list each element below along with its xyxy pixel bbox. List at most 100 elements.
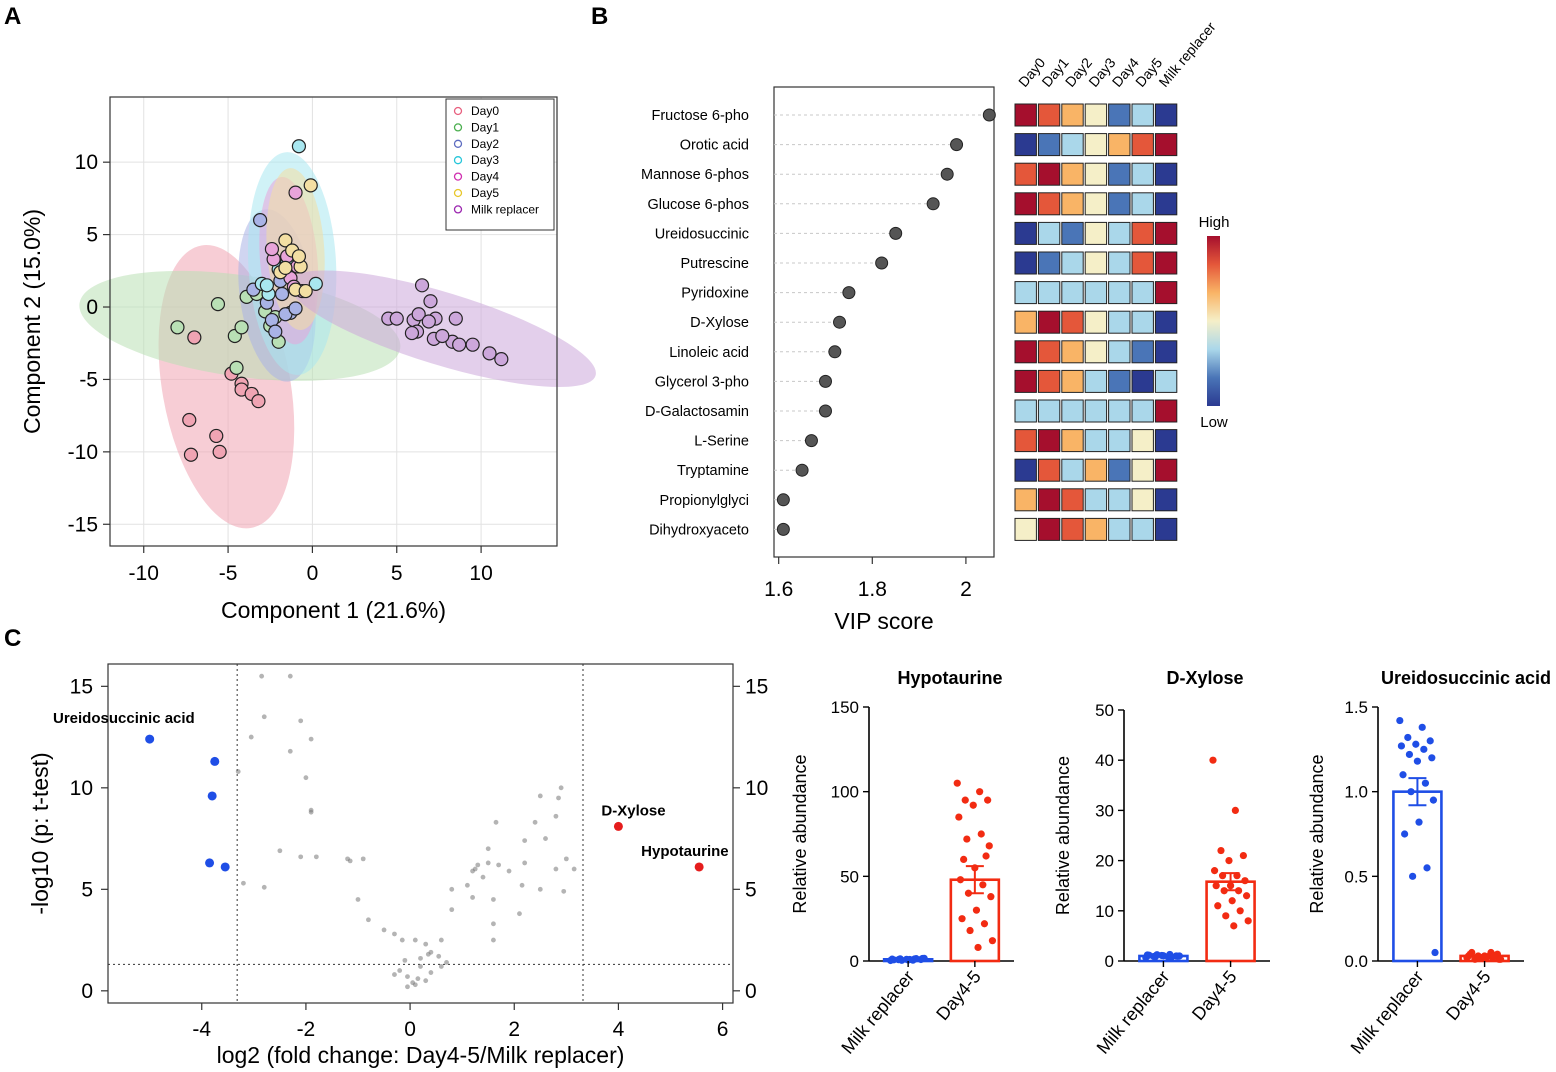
heatmap-cell [1154, 458, 1178, 482]
nonsignificant-point [519, 882, 525, 888]
replicate-point-day4-5 [977, 830, 985, 838]
data-point-day3 [259, 278, 274, 293]
y-tick-label: 5 [86, 224, 98, 247]
heatmap-cell [1061, 340, 1084, 364]
heatmap-cell [1014, 281, 1037, 305]
heatmap-cell [1154, 399, 1178, 423]
replicate-point-day4-5 [1212, 882, 1220, 890]
replicate-point-day4-5 [974, 943, 982, 952]
data-point-day3 [308, 276, 323, 291]
heatmap-cell [1084, 310, 1108, 334]
replicate-point-day4-5 [963, 835, 971, 843]
nonsignificant-point [449, 886, 455, 892]
vip-dot [776, 493, 790, 507]
data-point-day1 [234, 320, 249, 335]
colorbar-low-label: Low [1200, 414, 1228, 431]
heatmap-cell [1037, 340, 1061, 364]
nonsignificant-point [491, 897, 496, 902]
nonsignificant-point [472, 866, 478, 872]
heatmap-cell [1154, 517, 1178, 541]
panel-letter-a: A [4, 3, 21, 30]
data-point-day0 [209, 428, 224, 444]
replicate-point-day4-5 [1220, 887, 1228, 895]
x-tick-label-milk-replacer: Milk replacer [1093, 967, 1174, 1058]
x-tick-label: -5 [219, 562, 238, 585]
nonsignificant-point [522, 860, 528, 866]
nonsignificant-point [464, 882, 470, 888]
heatmap-cell [1014, 221, 1037, 245]
heatmap-cell [1154, 340, 1178, 364]
legend-marker-day5 [453, 188, 463, 198]
heatmap-cell [1131, 310, 1154, 334]
nonsignificant-point [444, 960, 449, 965]
nonsignificant-point [485, 860, 491, 866]
data-point-milk-replacer [452, 337, 467, 352]
vip-dot [804, 434, 818, 448]
data-point-day0 [187, 330, 202, 345]
heatmap-cell [1084, 221, 1108, 245]
nonsignificant-point [261, 884, 267, 890]
heatmap-cell [1084, 369, 1108, 393]
replicate-point-day4-5 [972, 906, 981, 914]
replicate-point-day4-5 [1490, 952, 1498, 960]
y-tick-label-right: 15 [745, 675, 768, 698]
heatmap-cell [1014, 369, 1037, 393]
replicate-point-day4-5 [1217, 846, 1225, 855]
heatmap-cell [1108, 103, 1131, 127]
heatmap-cell [1061, 162, 1084, 186]
replicate-point-day4-5 [976, 788, 984, 796]
nonsignificant-point [392, 931, 397, 937]
data-point-milk-replacer [404, 325, 420, 341]
replicate-point-day4-5 [1222, 912, 1230, 920]
nonsignificant-point [399, 937, 405, 943]
data-point-day1 [170, 320, 185, 335]
legend-label-day4: Day4 [471, 170, 499, 184]
y-tick-label: 30 [1095, 801, 1114, 820]
heatmap-cell [1084, 251, 1108, 275]
heatmap-cell [1154, 133, 1178, 157]
heatmap-cell [1084, 103, 1108, 127]
nonsignificant-point [563, 856, 569, 862]
significant-point [220, 862, 230, 872]
heatmap-cell [1131, 340, 1154, 364]
x-axis-title: VIP score [834, 608, 933, 634]
vip-dot [926, 197, 940, 211]
heatmap-cell [1061, 192, 1084, 216]
annotation-hypotaurine: Hypotaurine [641, 843, 729, 860]
volcano-frame [107, 663, 734, 1004]
heatmap-cell [1037, 281, 1061, 305]
heatmap-cell [1061, 488, 1084, 512]
nonsignificant-point [485, 846, 491, 852]
legend-label-day5: Day5 [471, 186, 499, 200]
y-tick-label-right: 0 [745, 980, 757, 1003]
replicate-point-milk-replacer [1167, 953, 1176, 961]
replicate-point-milk-replacer [1407, 788, 1415, 796]
annotation-ureidosuccinic-acid: Ureidosuccinic acid [53, 710, 195, 727]
heatmap-cell [1154, 103, 1178, 127]
y-tick-label-left: 10 [70, 777, 93, 800]
nonsignificant-point [259, 673, 265, 679]
y-tick-label: -10 [68, 441, 98, 464]
y-axis-title: Relative abundance [1053, 756, 1073, 915]
legend-label-day1: Day1 [471, 120, 499, 134]
pca-scatter-panel: -10 -5 0 5 10 -15 -10 -5 0 5 10 Component 1 (21.6%)… [19, 96, 596, 623]
replicate-point-milk-replacer [1401, 830, 1409, 838]
heatmap-cell [1108, 281, 1131, 305]
heatmap-cell [1037, 369, 1061, 393]
x-axis-title: Component 1 (21.6%) [221, 597, 446, 623]
heatmap-cell [1037, 221, 1061, 245]
metabolite-label: Putrescine [680, 256, 749, 272]
nonsignificant-point [392, 972, 397, 977]
heatmap-cell [1084, 517, 1108, 541]
heatmap-cell [1014, 488, 1037, 512]
x-tick-label-day4-5: Day4-5 [932, 967, 985, 1024]
nonsignificant-point [308, 736, 314, 742]
heatmap-cell [1108, 458, 1131, 482]
replicate-point-day4-5 [985, 842, 993, 850]
heatmap-cell [1014, 192, 1037, 216]
y-tick-label: 100 [831, 783, 859, 802]
x-tick-label: 10 [469, 562, 492, 585]
replicate-point-day4-5 [1482, 954, 1490, 962]
data-point-day3 [291, 139, 307, 154]
